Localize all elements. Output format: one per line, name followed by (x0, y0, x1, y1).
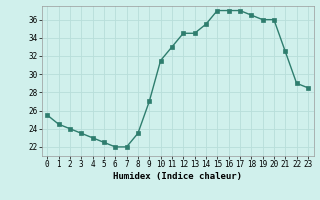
X-axis label: Humidex (Indice chaleur): Humidex (Indice chaleur) (113, 172, 242, 181)
